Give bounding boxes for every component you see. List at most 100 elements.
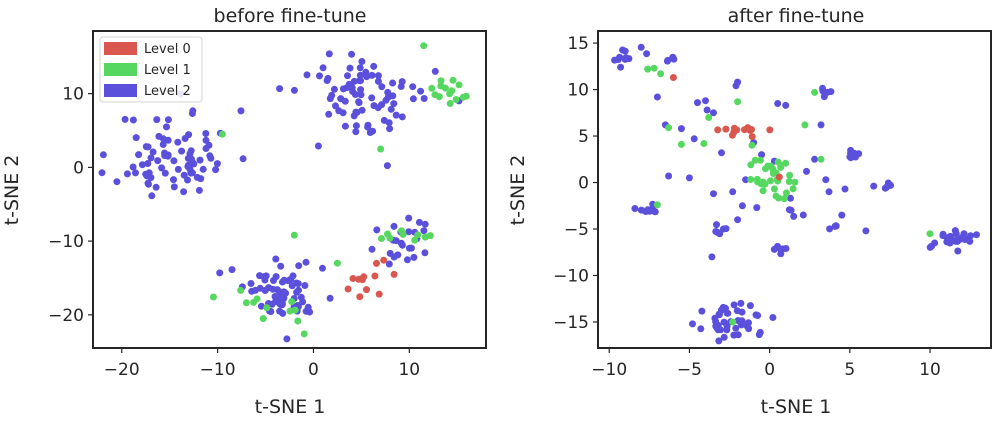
- point-level-1: [449, 76, 457, 84]
- point-level-0: [733, 126, 741, 134]
- point-level-1: [780, 195, 788, 203]
- point-level-2: [387, 105, 395, 113]
- point-level-1: [767, 177, 774, 185]
- point-level-1: [782, 189, 790, 197]
- y-tick-label: 5: [578, 127, 589, 147]
- point-level-2: [159, 141, 167, 148]
- point-level-1: [288, 298, 296, 305]
- y-tick-label: 0: [578, 174, 589, 194]
- point-level-2: [790, 212, 798, 220]
- point-level-2: [123, 170, 131, 178]
- point-level-1: [455, 81, 463, 89]
- x-tick-label: −20: [104, 360, 140, 380]
- point-level-2: [178, 147, 186, 155]
- point-level-2: [715, 310, 723, 318]
- point-level-2: [614, 56, 622, 63]
- point-level-2: [292, 279, 300, 287]
- point-level-2: [283, 335, 291, 343]
- point-level-2: [374, 72, 382, 80]
- point-level-1: [759, 178, 767, 186]
- point-level-1: [286, 307, 294, 315]
- point-level-1: [300, 330, 308, 338]
- point-level-2: [174, 165, 182, 173]
- point-level-2: [703, 106, 711, 114]
- point-level-2: [390, 100, 398, 108]
- point-level-2: [356, 71, 364, 79]
- scatter-points: [98, 42, 470, 343]
- x-tick-label: −5: [677, 360, 702, 380]
- point-level-2: [826, 225, 834, 233]
- point-level-2: [325, 110, 333, 118]
- point-level-2: [374, 104, 382, 112]
- point-level-2: [350, 77, 358, 85]
- point-level-2: [144, 179, 152, 187]
- point-level-2: [142, 170, 150, 178]
- chart-title: before fine-tune: [214, 5, 367, 27]
- point-level-2: [213, 160, 221, 168]
- point-level-2: [405, 214, 413, 222]
- point-level-1: [734, 98, 742, 106]
- x-tick-label: 10: [398, 360, 420, 380]
- point-level-1: [263, 304, 271, 312]
- point-level-2: [237, 107, 245, 115]
- point-level-2: [420, 95, 428, 102]
- point-level-2: [170, 157, 178, 165]
- point-level-2: [708, 253, 716, 261]
- point-level-1: [785, 178, 793, 185]
- point-level-2: [155, 132, 163, 140]
- x-tick-label: −10: [200, 360, 236, 380]
- point-level-0: [344, 285, 352, 293]
- point-level-2: [280, 288, 288, 296]
- point-level-1: [759, 187, 767, 195]
- point-level-2: [862, 227, 870, 235]
- point-level-2: [398, 78, 406, 86]
- point-level-2: [732, 324, 740, 332]
- point-level-2: [777, 250, 785, 258]
- point-level-2: [113, 178, 121, 186]
- point-level-2: [719, 225, 727, 233]
- point-level-2: [730, 331, 738, 339]
- point-level-0: [669, 74, 677, 81]
- point-level-2: [326, 294, 334, 302]
- point-level-2: [966, 237, 974, 245]
- point-level-2: [328, 91, 336, 99]
- point-level-2: [348, 50, 356, 58]
- point-level-1: [333, 259, 341, 267]
- point-level-2: [295, 262, 303, 270]
- point-level-2: [332, 102, 339, 110]
- point-level-2: [737, 299, 745, 307]
- point-level-2: [745, 319, 752, 327]
- point-level-2: [277, 262, 285, 270]
- point-level-1: [448, 87, 456, 95]
- point-level-2: [928, 242, 936, 250]
- point-level-2: [276, 307, 284, 315]
- point-level-1: [420, 42, 428, 50]
- point-level-0: [746, 126, 754, 134]
- point-level-2: [621, 55, 629, 63]
- point-level-2: [149, 148, 157, 156]
- point-level-0: [371, 272, 379, 280]
- point-level-1: [209, 293, 217, 301]
- point-level-2: [769, 314, 777, 321]
- point-level-1: [705, 114, 713, 121]
- point-level-2: [280, 294, 288, 302]
- point-level-2: [697, 325, 705, 333]
- point-level-1: [291, 306, 299, 314]
- point-level-2: [421, 249, 429, 257]
- legend: Level 0 Level 1 Level 2: [99, 36, 203, 103]
- point-level-1: [775, 194, 782, 202]
- point-level-2: [822, 176, 830, 184]
- point-level-1: [657, 70, 665, 78]
- point-level-2: [352, 108, 360, 116]
- plot-frame: [597, 30, 992, 349]
- point-level-2: [352, 128, 360, 136]
- point-level-2: [199, 165, 207, 173]
- point-level-2: [154, 157, 162, 165]
- point-level-1: [747, 176, 755, 183]
- point-level-2: [295, 286, 302, 294]
- x-axis-label: t-SNE 1: [255, 396, 326, 418]
- point-level-2: [415, 218, 423, 226]
- point-level-1: [242, 299, 250, 307]
- point-level-2: [170, 176, 177, 184]
